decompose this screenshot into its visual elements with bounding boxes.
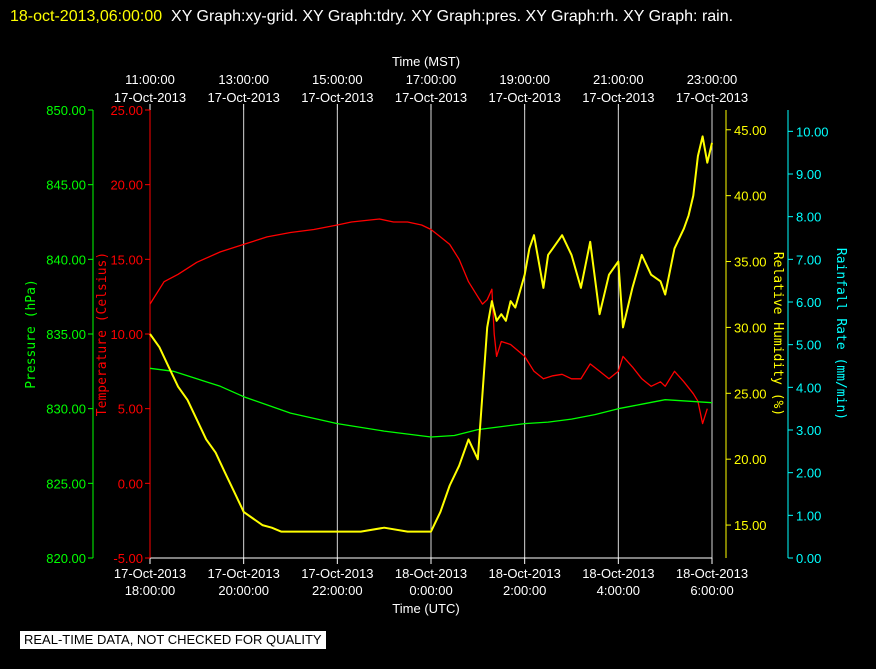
x-tick-label-time: 18:00:00 [125, 583, 176, 598]
x-tick-label-time: 22:00:00 [312, 583, 363, 598]
x-tick-label-time: 20:00:00 [218, 583, 269, 598]
top-tick-label-time: 15:00:00 [312, 72, 363, 87]
chart-title-bar: 18-oct-2013,06:00:00 XY Graph:xy-grid. X… [10, 4, 860, 30]
x-tick-label-time: 0:00:00 [409, 583, 452, 598]
humidity-tick-label: 30.00 [734, 320, 767, 335]
x-tick-label-date: 17-Oct-2013 [301, 566, 373, 581]
x-tick-label-date: 17-Oct-2013 [208, 566, 280, 581]
top-tick-label-date: 17-Oct-2013 [208, 90, 280, 105]
top-tick-label-time: 19:00:00 [499, 72, 550, 87]
rain-axis-label: Rainfall Rate (mm/min) [833, 248, 848, 420]
rain-tick-label: 8.00 [796, 210, 821, 225]
x-axis-label-top: Time (MST) [392, 54, 460, 69]
pressure-tick-label: 840.00 [46, 252, 86, 267]
temperature-tick-label: 5.00 [118, 402, 143, 417]
rain-tick-label: 6.00 [796, 295, 821, 310]
rain-tick-label: 0.00 [796, 551, 821, 566]
pressure-series-line [149, 367, 713, 438]
x-tick-label-time: 2:00:00 [503, 583, 546, 598]
x-tick-label-time: 4:00:00 [597, 583, 640, 598]
temperature-axis-label: Temperature (Celsius) [95, 252, 110, 416]
top-tick-label-time: 21:00:00 [593, 72, 644, 87]
humidity-tick-label: 40.00 [734, 189, 767, 204]
rain-tick-label: 9.00 [796, 167, 821, 182]
top-tick-label-date: 17-Oct-2013 [676, 90, 748, 105]
top-tick-label-time: 23:00:00 [687, 72, 738, 87]
x-tick-label-date: 18-Oct-2013 [676, 566, 748, 581]
humidity-axis-label: Relative Humidity (%) [770, 252, 785, 416]
rain-tick-label: 10.00 [796, 124, 829, 139]
humidity-series-line [149, 135, 713, 533]
humidity-tick-label: 15.00 [734, 518, 767, 533]
x-tick-label-date: 18-Oct-2013 [489, 566, 561, 581]
rain-tick-label: 1.00 [796, 508, 821, 523]
x-tick-label-date: 17-Oct-2013 [114, 566, 186, 581]
title-graph-list: XY Graph:xy-grid. XY Graph:tdry. XY Grap… [171, 8, 734, 25]
pressure-tick-label: 850.00 [46, 103, 86, 118]
x-axis-label-bottom: Time (UTC) [392, 601, 459, 616]
temperature-series-line [149, 218, 708, 425]
top-tick-label-date: 17-Oct-2013 [489, 90, 561, 105]
top-tick-label-time: 11:00:00 [125, 72, 175, 87]
quality-notice: REAL-TIME DATA, NOT CHECKED FOR QUALITY [20, 631, 326, 649]
temperature-tick-label: 10.00 [110, 327, 143, 342]
humidity-tick-label: 25.00 [734, 386, 767, 401]
humidity-tick-label: 35.00 [734, 255, 767, 270]
top-tick-label-date: 17-Oct-2013 [114, 90, 186, 105]
top-tick-label-date: 17-Oct-2013 [301, 90, 373, 105]
temperature-tick-label: 15.00 [110, 252, 143, 267]
x-tick-label-date: 18-Oct-2013 [395, 566, 467, 581]
pressure-tick-label: 835.00 [46, 327, 86, 342]
x-tick-label-date: 18-Oct-2013 [582, 566, 654, 581]
temperature-tick-label: -5.00 [113, 551, 143, 566]
top-tick-label-time: 13:00:00 [218, 72, 269, 87]
top-tick-label-date: 17-Oct-2013 [582, 90, 654, 105]
pressure-tick-label: 845.00 [46, 178, 86, 193]
pressure-tick-label: 820.00 [46, 551, 86, 566]
top-tick-label-time: 17:00:00 [406, 72, 457, 87]
rain-tick-label: 2.00 [796, 466, 821, 481]
rain-tick-label: 7.00 [796, 252, 821, 267]
pressure-tick-label: 825.00 [46, 476, 86, 491]
rain-tick-label: 5.00 [796, 338, 821, 353]
rain-tick-label: 4.00 [796, 380, 821, 395]
title-timestamp: 18-oct-2013,06:00:00 [10, 8, 163, 25]
humidity-tick-label: 45.00 [734, 123, 767, 138]
x-tick-label-time: 6:00:00 [690, 583, 733, 598]
top-tick-label-date: 17-Oct-2013 [395, 90, 467, 105]
pressure-axis-label: Pressure (hPa) [24, 279, 39, 389]
pressure-tick-label: 830.00 [46, 402, 86, 417]
humidity-tick-label: 20.00 [734, 452, 767, 467]
temperature-tick-label: 0.00 [118, 476, 143, 491]
rain-tick-label: 3.00 [796, 423, 821, 438]
temperature-tick-label: 20.00 [110, 178, 143, 193]
temperature-tick-label: 25.00 [110, 103, 143, 118]
